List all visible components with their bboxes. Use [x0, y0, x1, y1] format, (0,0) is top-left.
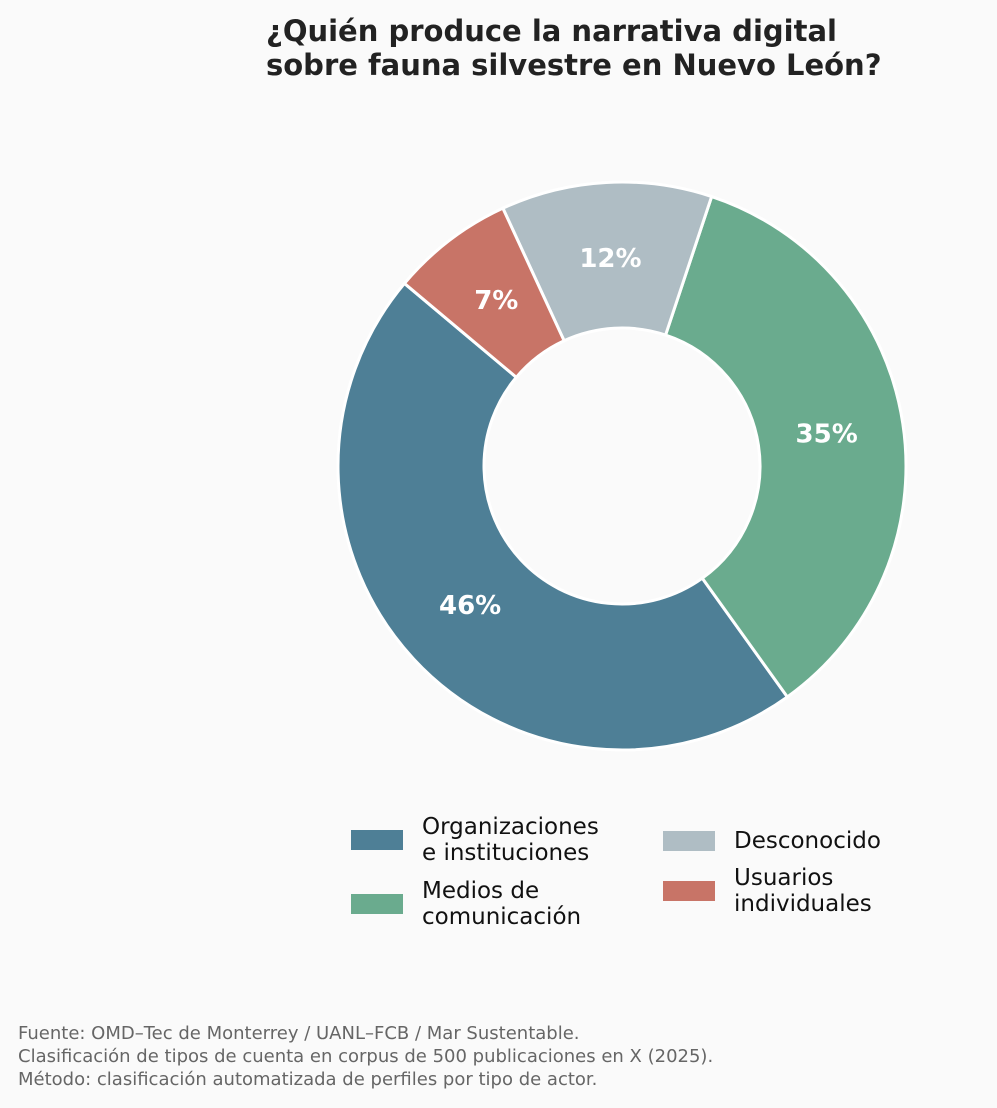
donut-wedge [663, 194, 908, 700]
value-label: 46% [439, 591, 501, 621]
legend-swatch [663, 831, 715, 851]
legend-label: Desconocido [734, 828, 881, 854]
legend-item: Organizaciones e instituciones [351, 814, 599, 866]
donut-wedge [402, 206, 567, 380]
value-label: 35% [796, 420, 858, 450]
legend-swatch [663, 881, 715, 901]
legend-swatch [351, 894, 403, 914]
legend-item: Usuarios individuales [663, 865, 872, 917]
legend-swatch [351, 830, 403, 850]
chart: 46% 35% 12% 7% [336, 180, 908, 752]
legend-label: Usuarios individuales [734, 865, 872, 917]
footnote: Fuente: OMD–Tec de Monterrey / UANL–FCB … [18, 1023, 714, 1090]
legend-label: Medios de comunicación [422, 878, 582, 930]
legend-item: Medios de comunicación [351, 878, 581, 930]
donut-wedge [336, 281, 790, 752]
legend-label: Organizaciones e instituciones [422, 814, 599, 866]
donut-wedge [500, 180, 714, 343]
legend-item: Desconocido [663, 815, 881, 867]
value-label: 12% [579, 244, 641, 274]
chart-title: ¿Quién produce la narrativa digital sobr… [266, 14, 882, 82]
value-label: 7% [474, 286, 518, 316]
